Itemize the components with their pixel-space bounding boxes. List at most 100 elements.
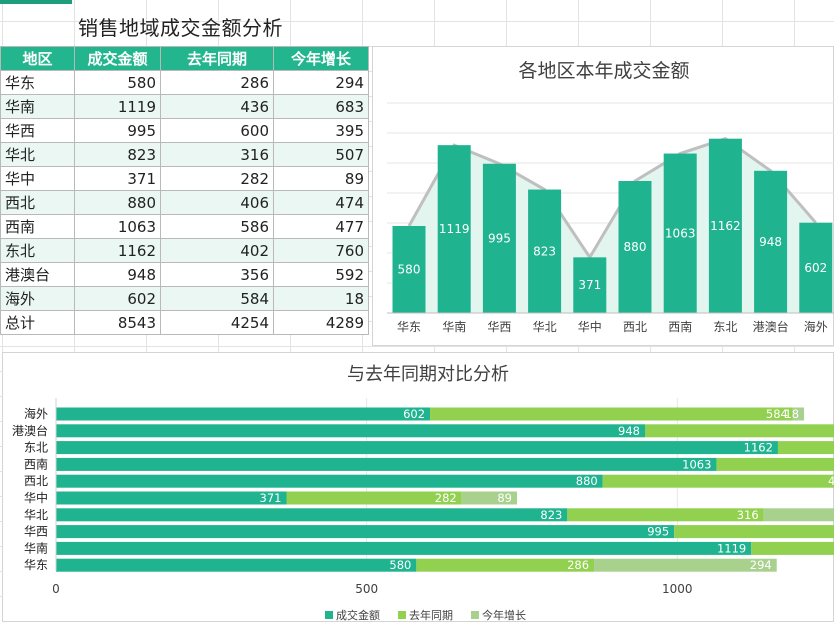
x-tick-label: 华东 [397,320,421,334]
last-year-cell[interactable]: 286 [160,70,274,95]
last-year-cell[interactable]: 436 [160,94,274,119]
sales-cell[interactable]: 371 [74,166,161,191]
growth-cell[interactable]: 294 [273,70,369,95]
chart-title: 与去年同期对比分析 [347,364,509,385]
region-cell[interactable]: 华东 [0,70,75,95]
sales-cell[interactable]: 1162 [74,238,161,263]
growth-cell[interactable]: 395 [273,118,369,143]
last-year-cell[interactable]: 316 [160,142,274,167]
bar-segment [56,407,431,421]
table-row: 西北 880 406 474 [0,190,369,215]
x-tick-label: 华西 [487,320,511,334]
bar-segment [56,541,752,555]
y-tick-label: 华西 [24,525,48,539]
bar-segment [644,424,834,438]
data-label: 584 [766,407,788,421]
data-label: 995 [647,525,669,539]
region-cell[interactable]: 海外 [0,286,75,311]
region-cell[interactable]: 华中 [0,166,75,191]
table-row: 华北 823 316 507 [0,142,369,167]
y-tick-label: 华东 [24,558,48,572]
header-sales[interactable]: 成交金额 [74,46,161,71]
last-year-cell[interactable]: 584 [160,286,274,311]
total-sales-cell[interactable]: 8543 [74,310,161,335]
last-year-cell[interactable]: 586 [160,214,274,239]
legend-label: 去年同期 [409,608,453,622]
region-cell[interactable]: 东北 [0,238,75,263]
x-tick-label: 0 [52,582,60,596]
x-tick-label: 西北 [623,320,647,334]
data-label: 1162 [710,219,741,233]
chart-title: 各地区本年成交金额 [518,60,689,82]
bar-segment [56,525,675,539]
y-tick-label: 港澳台 [12,423,48,438]
region-cell[interactable]: 港澳台 [0,262,75,287]
region-cell[interactable]: 华北 [0,142,75,167]
total-label-cell[interactable]: 总计 [0,310,75,335]
data-label: 294 [750,558,772,572]
legend-label: 今年增长 [482,608,526,622]
last-year-cell[interactable]: 402 [160,238,274,263]
data-label: 995 [488,231,511,245]
growth-cell[interactable]: 18 [273,286,369,311]
header-last-year[interactable]: 去年同期 [160,46,274,71]
sheet-title: 销售地域成交金额分析 [78,16,283,40]
region-cell[interactable]: 西南 [0,214,75,239]
column-chart-panel[interactable]: 各地区本年成交金额 580 华东 1119 华南 995 华西 823 华北 371 华中 880 西北… [372,46,834,346]
data-label: 1063 [682,457,711,471]
region-cell[interactable]: 西北 [0,190,75,215]
table-header-row: 地区 成交金额 去年同期 今年增长 [0,46,369,71]
region-cell[interactable]: 华西 [0,118,75,143]
last-year-cell[interactable]: 600 [160,118,274,143]
bar [754,170,788,313]
growth-cell[interactable]: 507 [273,142,369,167]
total-last-year-cell[interactable]: 4254 [160,310,274,335]
x-tick-label: 西南 [668,319,692,334]
selected-cell-marker [0,0,72,4]
last-year-cell[interactable]: 282 [160,166,274,191]
sales-cell[interactable]: 1119 [74,94,161,119]
x-tick-label: 港澳台 [753,319,789,334]
total-growth-cell[interactable]: 4289 [273,310,369,335]
bar-segment [763,508,834,522]
last-year-cell[interactable]: 406 [160,190,274,215]
sales-cell[interactable]: 602 [74,286,161,311]
header-growth[interactable]: 今年增长 [273,46,369,71]
region-cell[interactable]: 华南 [0,94,75,119]
sales-cell[interactable]: 948 [74,262,161,287]
data-label: 580 [389,558,411,572]
bar-segment [56,457,717,471]
growth-cell[interactable]: 683 [273,94,369,119]
x-tick-label: 海外 [804,319,828,334]
data-label: 1063 [665,226,696,240]
sales-cell[interactable]: 823 [74,142,161,167]
y-tick-label: 西南 [24,456,48,471]
growth-cell[interactable]: 760 [273,238,369,263]
growth-cell[interactable]: 592 [273,262,369,287]
y-tick-label: 东北 [24,441,48,455]
sales-cell[interactable]: 1063 [74,214,161,239]
bar [618,181,652,313]
sales-cell[interactable]: 995 [74,118,161,143]
bar [437,145,471,313]
table-row: 东北 1162 402 760 [0,238,369,263]
stacked-bar-chart-panel[interactable]: 与去年同期对比分析05001000150020002500海外60258418港… [2,352,834,622]
header-region[interactable]: 地区 [0,46,75,71]
table-row: 华西 995 600 395 [0,118,369,143]
last-year-cell[interactable]: 356 [160,262,274,287]
growth-cell[interactable]: 477 [273,214,369,239]
line-series [407,137,817,261]
sales-cell[interactable]: 580 [74,70,161,95]
growth-cell[interactable]: 89 [273,166,369,191]
sales-cell[interactable]: 880 [74,190,161,215]
bar-segment [751,541,834,555]
data-label: 316 [737,508,759,522]
data-label: 1162 [744,441,773,455]
bar [799,222,833,313]
data-label: 282 [435,491,457,505]
data-label: 89 [497,491,512,505]
bar-segment [716,457,834,471]
data-label: 948 [759,235,782,249]
x-tick-label: 500 [355,582,378,596]
growth-cell[interactable]: 474 [273,190,369,215]
